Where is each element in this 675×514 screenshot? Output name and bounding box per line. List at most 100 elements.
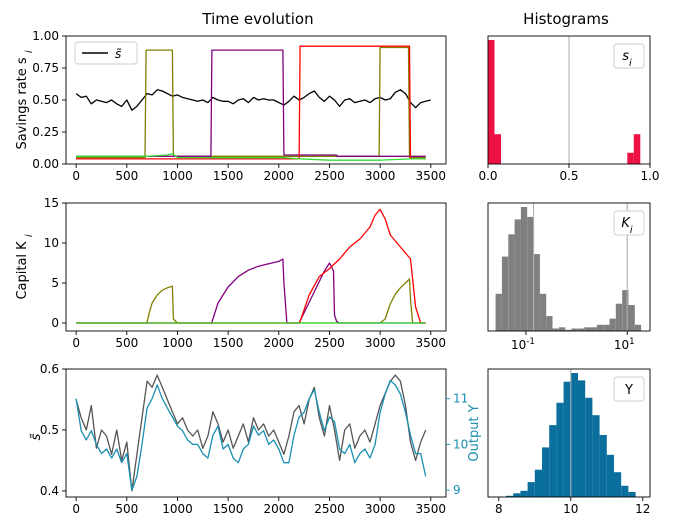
hist_k-bar-14 bbox=[584, 327, 590, 331]
output-xtick-label-3: 1500 bbox=[213, 502, 244, 514]
chart-savings: 0 500 1000 1500 2000 2500 3000 3500 0.00 0.25 0.50… bbox=[15, 29, 446, 183]
chart-hist-capital: 10-1 101 Ki bbox=[488, 203, 650, 352]
chart-output: 0 500 1000 1500 2000 2500 3000 3500 0.4 0.5 0.6 9 10… bbox=[29, 362, 482, 514]
hist_k-bar-8 bbox=[546, 316, 552, 331]
savings-legend-label: s̃ bbox=[115, 47, 122, 61]
hist_k-bar-1 bbox=[502, 257, 508, 331]
hist_y-bar-8 bbox=[564, 382, 571, 497]
hist_k-xtick-label-0: 10-1 bbox=[511, 337, 535, 352]
hist_s-bar-2 bbox=[627, 153, 634, 164]
capital-ylabel: Capital K i bbox=[15, 234, 35, 299]
hist_s-bar-3 bbox=[634, 134, 641, 164]
output-xtick-label-4: 2000 bbox=[264, 502, 295, 514]
savings-xtick-label-5: 2500 bbox=[314, 169, 345, 183]
capital-xtick-label-0: 0 bbox=[72, 336, 80, 350]
savings-ytick-label-0: 0.00 bbox=[32, 157, 59, 171]
hist_y-bar-1 bbox=[513, 493, 520, 497]
hist_k-bar-5 bbox=[527, 217, 533, 331]
chart-hist-savings: 0.0 0.5 1.0 si bbox=[478, 36, 659, 183]
hist_y-bar-14 bbox=[607, 455, 614, 497]
hist_k-bar-19 bbox=[616, 304, 622, 331]
capital-xtick-label-1: 500 bbox=[115, 336, 138, 350]
hist_y-xtick-label-1: 10 bbox=[563, 502, 578, 514]
col-title-hist: Histograms bbox=[523, 10, 609, 28]
hist_y-bar-3 bbox=[528, 482, 535, 497]
output-ylabel-right: Output Y bbox=[467, 404, 482, 461]
capital-xtick-label-5: 2500 bbox=[314, 336, 345, 350]
col-title-time: Time evolution bbox=[201, 10, 313, 28]
output-xtick-label-7: 3500 bbox=[416, 502, 447, 514]
hist_y-bar-17 bbox=[628, 492, 635, 497]
capital-xtick-label-4: 2000 bbox=[264, 336, 295, 350]
hist_s-bar-1 bbox=[495, 134, 502, 164]
hist_y-bar-13 bbox=[600, 435, 607, 497]
hist_y-xtick-label-0: 8 bbox=[495, 502, 503, 514]
capital-series-line-2 bbox=[76, 209, 426, 323]
capital-xtick-label-2: 1000 bbox=[162, 336, 193, 350]
savings-xtick-label-1: 500 bbox=[115, 169, 138, 183]
savings-ytick-label-2: 0.50 bbox=[32, 93, 59, 107]
savings-ytick-label-3: 0.75 bbox=[32, 61, 59, 75]
output-series-line-1 bbox=[76, 380, 426, 490]
hist_y-bar-4 bbox=[535, 470, 542, 497]
hist_y-bar-5 bbox=[542, 447, 549, 497]
capital-ytick-label-3: 15 bbox=[44, 196, 59, 210]
output-xtick-label-0: 0 bbox=[72, 502, 80, 514]
savings-series-line-0 bbox=[76, 90, 431, 110]
output-ytick-right-label-1: 10 bbox=[453, 437, 468, 451]
savings-xtick-label-7: 3500 bbox=[416, 169, 447, 183]
output-xtick-label-1: 500 bbox=[115, 502, 138, 514]
output-xtick-label-6: 3000 bbox=[365, 502, 396, 514]
hist_k-bar-17 bbox=[603, 325, 609, 331]
hist_k-bar-2 bbox=[508, 234, 514, 331]
hist_y-legend-label: Y bbox=[624, 383, 633, 398]
output-xtick-label-2: 1000 bbox=[162, 502, 193, 514]
hist_s-xtick-label-0: 0.0 bbox=[478, 169, 497, 183]
hist_k-xtick-label-1: 101 bbox=[614, 337, 635, 352]
savings-xtick-label-0: 0 bbox=[72, 169, 80, 183]
savings-xtick-label-3: 1500 bbox=[213, 169, 244, 183]
output-ylabel: s̃ bbox=[29, 433, 44, 440]
capital-ytick-label-1: 5 bbox=[51, 276, 59, 290]
hist_k-bar-6 bbox=[534, 254, 540, 331]
hist_k-bar-4 bbox=[521, 207, 527, 331]
hist_s-xtick-label-1: 0.5 bbox=[559, 169, 578, 183]
hist_k-bar-0 bbox=[496, 294, 502, 331]
hist_s-xtick-label-2: 1.0 bbox=[640, 169, 659, 183]
hist_y-bar-6 bbox=[549, 425, 556, 497]
hist_y-bar-9 bbox=[571, 373, 578, 497]
hist_y-bar-2 bbox=[520, 491, 527, 497]
hist_k-bar-21 bbox=[629, 305, 635, 331]
hist_y-xtick-label-2: 12 bbox=[635, 502, 650, 514]
hist_y-bar-10 bbox=[578, 380, 585, 497]
capital-xtick-label-6: 3000 bbox=[365, 336, 396, 350]
capital-xtick-label-3: 1500 bbox=[213, 336, 244, 350]
hist_y-bar-12 bbox=[592, 415, 599, 497]
savings-ytick-label-4: 1.00 bbox=[32, 29, 59, 43]
hist_k-bar-3 bbox=[515, 219, 521, 331]
output-xtick-label-5: 2500 bbox=[314, 502, 345, 514]
hist_k-bar-16 bbox=[597, 325, 603, 331]
chart-capital: 0 500 1000 1500 2000 2500 3000 3500051015Capita… bbox=[15, 196, 446, 350]
savings-ytick-label-1: 0.25 bbox=[32, 125, 59, 139]
hist_s-bar-0 bbox=[488, 40, 495, 164]
capital-ytick-label-2: 10 bbox=[44, 236, 59, 250]
output-ytick-label-2: 0.6 bbox=[40, 362, 59, 376]
chart-hist-output: 8 10 12 Y bbox=[488, 369, 650, 514]
hist_k-bar-18 bbox=[610, 319, 616, 331]
hist_k-bar-7 bbox=[540, 294, 546, 331]
output-series-line-0 bbox=[76, 375, 426, 491]
hist_k-bar-22 bbox=[635, 325, 641, 331]
capital-xtick-label-7: 3500 bbox=[416, 336, 447, 350]
hist_k-bar-10 bbox=[559, 327, 565, 331]
hist_y-bar-11 bbox=[585, 398, 592, 497]
hist_k-bar-15 bbox=[591, 327, 597, 331]
output-ytick-label-0: 0.4 bbox=[40, 484, 59, 498]
hist_y-bar-7 bbox=[556, 403, 563, 497]
hist_y-bar-16 bbox=[621, 486, 628, 497]
hist_y-bar-15 bbox=[614, 472, 621, 497]
output-ytick-right-label-2: 11 bbox=[453, 392, 468, 406]
output-axes-frame bbox=[66, 369, 446, 497]
savings-xtick-label-6: 3000 bbox=[365, 169, 396, 183]
